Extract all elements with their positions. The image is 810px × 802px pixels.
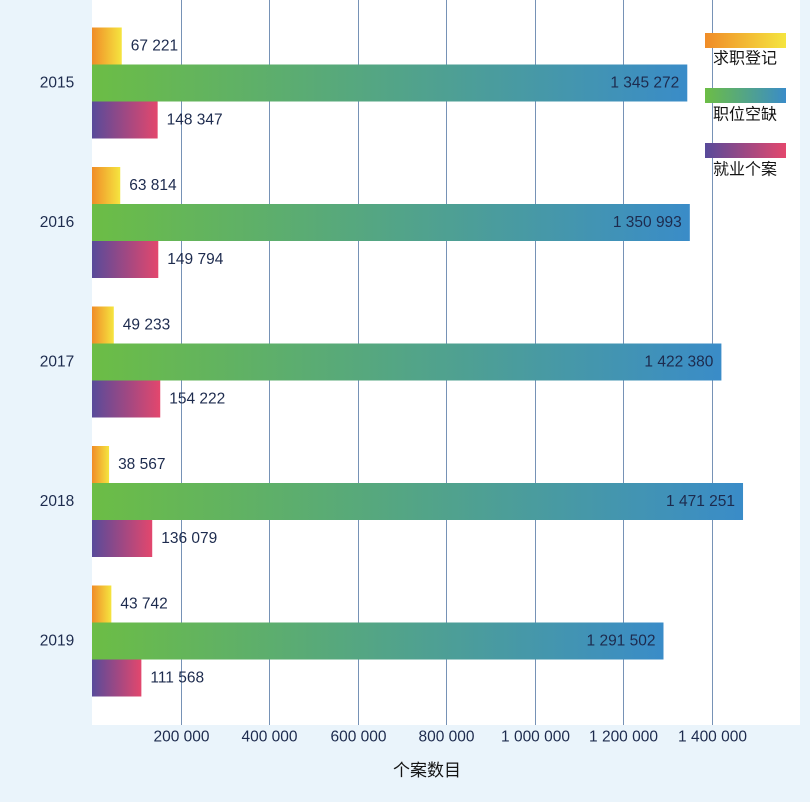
- value-label-job-registration-2019: 43 742: [120, 596, 167, 613]
- value-label-job-vacancy-2018: 1 471 251: [666, 493, 735, 510]
- tick-label-1400000: 1 400 000: [678, 729, 747, 746]
- value-label-employment-case-2015: 148 347: [167, 112, 223, 129]
- tick-label-1000000: 1 000 000: [501, 729, 570, 746]
- value-labels: 67 221 1 345 272 148 347 63 814 1 350 993 149…: [118, 38, 735, 687]
- x-axis-title: 个案数目: [393, 761, 461, 781]
- category-label-2015: 2015: [40, 75, 74, 92]
- value-label-job-vacancy-2015: 1 345 272: [610, 75, 679, 92]
- category-label-2019: 2019: [40, 633, 74, 650]
- x-axis-tick-labels: 200 000 400 000 600 000 800 000 1 000 000 1 2…: [153, 729, 747, 746]
- value-label-job-registration-2016: 63 814: [129, 177, 177, 194]
- legend-item-job-registration: 求职登记: [705, 33, 786, 68]
- bar-employment-case-2017: [92, 380, 161, 418]
- value-label-job-vacancy-2017: 1 422 380: [644, 354, 713, 371]
- bar-job-vacancy-2015: [92, 64, 688, 102]
- value-label-job-registration-2015: 67 221: [131, 38, 178, 55]
- legend-item-employment-case: 就业个案: [705, 143, 786, 179]
- value-label-job-registration-2018: 38 567: [118, 456, 165, 473]
- bar-job-vacancy-2017: [92, 343, 722, 381]
- bar-job-registration-2018: [92, 446, 110, 483]
- value-label-employment-case-2017: 154 222: [169, 391, 225, 408]
- tick-label-600000: 600 000: [330, 729, 386, 746]
- legend-label-employment-case: 就业个案: [713, 160, 777, 179]
- bar-job-vacancy-2019: [92, 622, 664, 660]
- bar-employment-case-2018: [92, 520, 153, 557]
- bar-job-vacancy-2018: [92, 483, 744, 520]
- bar-job-registration-2016: [92, 167, 121, 204]
- value-label-employment-case-2018: 136 079: [161, 530, 217, 547]
- y-axis-labels: 2015 2016 2017 2018 2019: [40, 75, 74, 650]
- bar-job-vacancy-2016: [92, 204, 690, 241]
- legend: 求职登记 职位空缺 就业个案: [705, 33, 786, 179]
- value-label-job-vacancy-2016: 1 350 993: [613, 214, 682, 231]
- value-label-job-registration-2017: 49 233: [123, 317, 170, 334]
- tick-label-400000: 400 000: [241, 729, 297, 746]
- value-label-employment-case-2019: 111 568: [150, 670, 204, 687]
- value-label-employment-case-2016: 149 794: [167, 251, 223, 268]
- bar-employment-case-2015: [92, 101, 158, 139]
- category-label-2018: 2018: [40, 493, 74, 510]
- category-label-2016: 2016: [40, 214, 74, 231]
- tick-label-1200000: 1 200 000: [589, 729, 658, 746]
- bars: [92, 27, 744, 697]
- legend-swatch-job-vacancy: [705, 88, 786, 103]
- legend-label-job-vacancy: 职位空缺: [713, 105, 777, 124]
- bar-job-registration-2015: [92, 27, 122, 65]
- bar-employment-case-2016: [92, 241, 159, 278]
- tick-label-800000: 800 000: [418, 729, 474, 746]
- category-label-2017: 2017: [40, 354, 74, 371]
- value-label-job-vacancy-2019: 1 291 502: [587, 633, 656, 650]
- legend-label-job-registration: 求职登记: [713, 49, 777, 68]
- bar-job-registration-2017: [92, 306, 114, 344]
- legend-swatch-job-registration: [705, 33, 786, 48]
- bar-job-registration-2019: [92, 585, 112, 623]
- legend-swatch-employment-case: [705, 143, 786, 158]
- tick-label-200000: 200 000: [153, 729, 209, 746]
- bar-employment-case-2019: [92, 659, 142, 697]
- legend-item-job-vacancy: 职位空缺: [705, 88, 786, 124]
